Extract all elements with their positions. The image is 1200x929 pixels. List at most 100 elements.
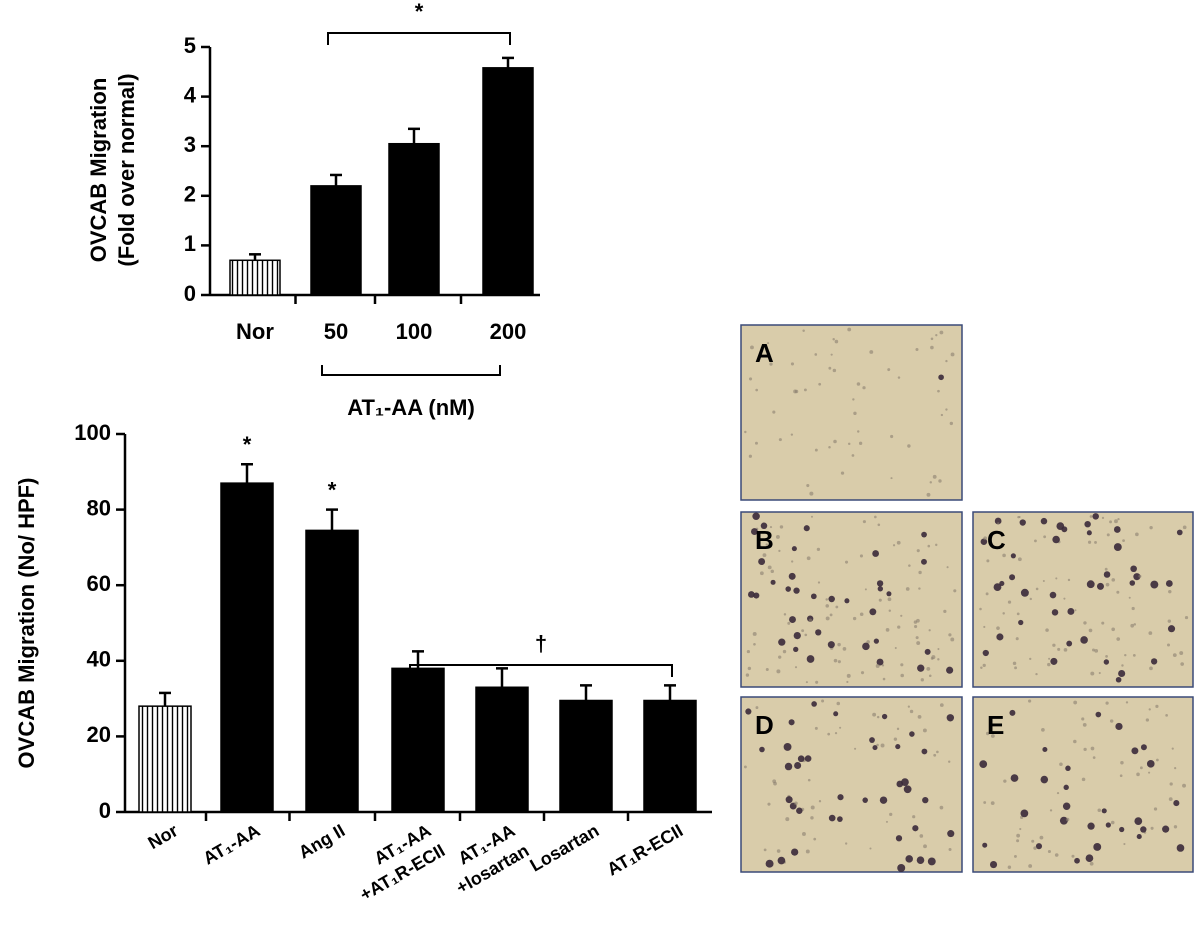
cell — [803, 525, 810, 532]
cell — [765, 859, 774, 868]
cell — [982, 842, 988, 848]
cell — [749, 377, 753, 381]
cell — [917, 664, 925, 672]
cell — [885, 820, 888, 823]
cell — [940, 413, 944, 417]
cell — [1013, 854, 1017, 858]
cell — [828, 446, 831, 449]
micrograph: E — [972, 696, 1194, 873]
cell — [862, 520, 866, 524]
cell — [1150, 826, 1154, 830]
cell — [1045, 628, 1049, 632]
cell — [814, 353, 818, 356]
cell — [744, 430, 747, 434]
cell — [894, 647, 897, 650]
cell — [1063, 648, 1068, 652]
cell — [829, 613, 833, 617]
cell — [1067, 608, 1075, 615]
x-tick-label: AT₁-AA — [200, 820, 264, 868]
cell — [1039, 835, 1044, 840]
cell — [872, 745, 878, 751]
cell — [1073, 739, 1077, 744]
cell — [1115, 722, 1123, 731]
micrograph: D — [740, 696, 963, 873]
cell — [1124, 653, 1127, 657]
cell — [767, 565, 772, 570]
cell — [926, 666, 931, 671]
cell — [851, 454, 855, 457]
cell — [1048, 657, 1051, 660]
cell — [776, 849, 781, 853]
cell — [1184, 615, 1189, 620]
cell — [900, 663, 904, 667]
cell — [794, 762, 802, 770]
cell — [833, 658, 838, 663]
cell — [938, 374, 944, 381]
cell — [1145, 718, 1150, 722]
bar — [643, 699, 697, 813]
cell — [875, 663, 880, 668]
cell — [903, 785, 912, 794]
cell — [1097, 808, 1102, 813]
cell — [873, 638, 879, 644]
cell — [943, 609, 947, 613]
cell — [928, 629, 931, 632]
cell — [869, 847, 872, 850]
bar — [388, 142, 440, 296]
cell — [989, 860, 998, 869]
cell — [1003, 779, 1007, 783]
cell — [990, 734, 995, 738]
cell — [827, 641, 835, 649]
cell — [879, 796, 888, 804]
cell — [785, 586, 792, 592]
cell — [1020, 809, 1029, 818]
cell — [755, 388, 759, 392]
y-tick-label: 4 — [184, 82, 197, 107]
cell — [755, 706, 759, 710]
cell — [1002, 553, 1006, 558]
cell — [928, 674, 932, 678]
bar — [220, 482, 274, 813]
cell — [900, 614, 903, 617]
cell — [1043, 535, 1047, 539]
cell — [793, 646, 799, 653]
cell — [924, 648, 931, 655]
cell — [1089, 515, 1093, 518]
cell — [1074, 857, 1080, 864]
cell — [994, 517, 1002, 525]
cell — [790, 433, 794, 436]
cell — [1171, 747, 1174, 750]
cell — [1167, 619, 1172, 623]
cell — [1169, 782, 1173, 786]
cell — [916, 618, 920, 623]
cell — [858, 441, 863, 445]
x-tick-label: 200 — [490, 319, 527, 344]
cell — [885, 628, 890, 632]
cell — [916, 856, 925, 864]
cell — [1173, 800, 1180, 807]
cell — [945, 359, 948, 363]
cell — [915, 636, 919, 640]
cell — [1123, 842, 1126, 846]
significance-bracket — [327, 32, 511, 45]
cell — [1042, 747, 1048, 753]
cell — [1018, 619, 1024, 626]
cell — [763, 848, 767, 852]
cell — [760, 522, 768, 530]
cell — [815, 680, 819, 684]
cell — [1094, 648, 1099, 653]
cell — [905, 855, 913, 863]
cell — [790, 362, 795, 366]
micrograph-image — [740, 511, 963, 688]
cell — [1042, 579, 1045, 583]
y-tick-label: 1 — [184, 231, 196, 256]
cell — [997, 522, 1000, 525]
cell — [1063, 784, 1069, 791]
cell — [1016, 612, 1020, 616]
cell — [778, 549, 781, 552]
cell — [1049, 809, 1053, 812]
bar — [305, 529, 359, 813]
cell — [1091, 648, 1095, 652]
cell — [882, 677, 886, 681]
cell — [847, 442, 851, 446]
